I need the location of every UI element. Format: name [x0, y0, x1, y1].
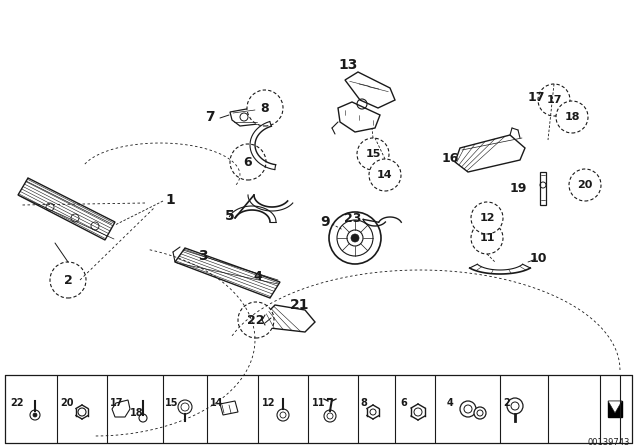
Text: 12: 12 [262, 398, 275, 408]
Circle shape [507, 398, 523, 414]
Text: 20: 20 [60, 398, 74, 408]
Text: 23: 23 [344, 211, 362, 224]
Circle shape [324, 410, 336, 422]
Polygon shape [608, 401, 622, 413]
Polygon shape [175, 248, 280, 298]
Circle shape [30, 410, 40, 420]
Text: 17: 17 [547, 95, 562, 105]
Circle shape [471, 222, 503, 254]
Circle shape [50, 262, 86, 298]
Circle shape [538, 84, 570, 116]
Text: 18: 18 [130, 408, 143, 418]
Text: 19: 19 [509, 181, 527, 194]
Circle shape [369, 159, 401, 191]
Text: 22: 22 [10, 398, 24, 408]
Polygon shape [265, 305, 315, 332]
Circle shape [351, 234, 359, 242]
Text: 12: 12 [479, 213, 495, 223]
Circle shape [556, 101, 588, 133]
Text: 11: 11 [479, 233, 495, 243]
Text: 7: 7 [205, 110, 215, 124]
Text: 4: 4 [447, 398, 454, 408]
Text: 15: 15 [165, 398, 179, 408]
Polygon shape [540, 172, 546, 205]
Polygon shape [230, 108, 260, 126]
Text: 18: 18 [564, 112, 580, 122]
Polygon shape [220, 401, 238, 415]
Circle shape [238, 302, 274, 338]
Text: 4: 4 [253, 270, 262, 283]
Polygon shape [338, 102, 380, 132]
Text: 11: 11 [312, 398, 326, 408]
Circle shape [474, 407, 486, 419]
Text: 14: 14 [377, 170, 393, 180]
Polygon shape [112, 400, 130, 417]
Circle shape [247, 90, 283, 126]
Text: 15: 15 [365, 149, 381, 159]
Circle shape [357, 138, 389, 170]
Text: 20: 20 [577, 180, 593, 190]
Text: 5: 5 [225, 209, 235, 223]
Circle shape [178, 400, 192, 414]
Circle shape [329, 212, 381, 264]
Polygon shape [345, 72, 395, 108]
Text: 22: 22 [247, 314, 265, 327]
Text: 13: 13 [339, 58, 358, 72]
Text: 17: 17 [110, 398, 124, 408]
Text: 2: 2 [503, 398, 509, 408]
Text: 14: 14 [210, 398, 223, 408]
Circle shape [460, 401, 476, 417]
Polygon shape [455, 135, 525, 172]
Text: 16: 16 [442, 151, 459, 164]
Circle shape [471, 202, 503, 234]
Text: 10: 10 [529, 251, 547, 264]
Text: 9: 9 [320, 215, 330, 229]
Circle shape [277, 409, 289, 421]
Circle shape [139, 414, 147, 422]
Text: 3: 3 [198, 249, 208, 263]
Text: 2: 2 [63, 273, 72, 287]
Circle shape [230, 144, 266, 180]
Text: 8: 8 [360, 398, 367, 408]
Circle shape [33, 413, 37, 417]
Polygon shape [608, 401, 622, 417]
Text: 1: 1 [165, 193, 175, 207]
Text: 21: 21 [291, 298, 310, 312]
Polygon shape [18, 178, 115, 240]
Circle shape [569, 169, 601, 201]
Text: 6: 6 [400, 398, 407, 408]
Text: 17: 17 [527, 90, 545, 103]
Text: 00139743: 00139743 [588, 438, 630, 447]
Text: 6: 6 [244, 155, 252, 168]
Text: 8: 8 [260, 102, 269, 115]
